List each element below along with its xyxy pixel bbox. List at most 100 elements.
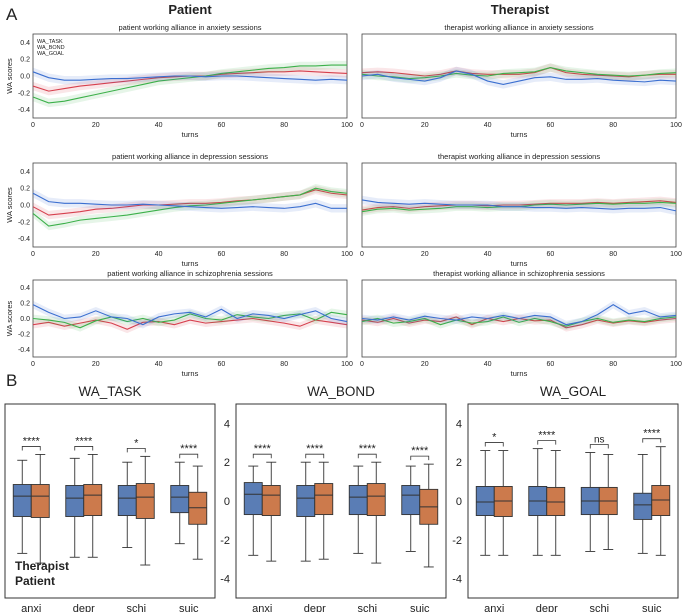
confidence-band-wa_bond — [33, 308, 347, 332]
x-axis-label: turns — [511, 130, 528, 139]
chart-title: WA_BOND — [307, 384, 375, 399]
x-tick-label: 20 — [421, 122, 429, 129]
plot-frame — [32, 279, 348, 358]
box-therapist-anxi — [12, 484, 32, 517]
y-tick-label: 0 — [224, 496, 230, 508]
x-tick-label: 60 — [547, 251, 555, 258]
series-line-wa_bond — [32, 187, 348, 227]
significance-bracket — [537, 440, 557, 445]
series-line-wa_bond — [32, 64, 347, 104]
y-tick-label: 0.2 — [20, 186, 30, 193]
box-chart-bg: WA_GOAL -4 -2 0 2 4 anxi * depr **** schi ns suic ***… — [452, 384, 679, 612]
chart-title: WA_GOAL — [540, 384, 607, 399]
confidence-band-wa_goal — [33, 189, 347, 213]
y-axis-label: WA scores — [5, 58, 14, 94]
line-chart-ps: patient working alliance in schizophreni… — [5, 269, 353, 378]
box-therapist-schi — [348, 485, 368, 516]
x-tick-label: 40 — [155, 251, 163, 258]
series-line-wa_bond — [361, 67, 677, 80]
x-tick-label: schi — [357, 603, 377, 612]
y-tick-label: -2 — [452, 535, 462, 547]
chart-title: therapist working alliance in schizophre… — [433, 269, 605, 278]
box-therapist-depr — [296, 485, 316, 517]
y-tick-label: 0.0 — [20, 74, 30, 81]
significance-label: **** — [75, 435, 93, 447]
significance-bracket — [21, 446, 41, 451]
y-tick-label: 0.2 — [20, 57, 30, 64]
x-tick-label: 80 — [280, 122, 288, 129]
significance-label: **** — [538, 430, 556, 442]
confidence-band-wa_goal — [362, 300, 676, 329]
line-chart-ta: therapist working alliance in anxiety se… — [360, 23, 682, 139]
y-axis-label: WA scores — [5, 300, 14, 336]
series-line-wa_task — [361, 67, 676, 78]
x-axis-label: turns — [182, 259, 199, 268]
significance-label: **** — [411, 445, 429, 457]
box-chart-bt: WA_TASK-4-2024anxi****depr****schi*suic*… — [4, 384, 216, 612]
chart-title: therapist working alliance in depression… — [438, 152, 600, 161]
x-axis-label: turns — [182, 369, 199, 378]
significance-label: * — [492, 432, 497, 444]
x-tick-label: anxi — [21, 603, 41, 612]
line-chart-pd: patient working alliance in depression s… — [5, 152, 353, 268]
y-tick-label: 0.0 — [20, 203, 30, 210]
box-therapist-anxi — [475, 486, 495, 517]
x-tick-label: 0 — [360, 122, 364, 129]
x-tick-label: schi — [589, 603, 609, 612]
significance-bracket — [179, 453, 199, 459]
plot-frame — [32, 162, 348, 248]
x-tick-label: 80 — [609, 251, 617, 258]
x-tick-label: 0 — [31, 361, 35, 368]
series-line-wa_bond — [32, 311, 348, 329]
x-tick-label: 60 — [218, 361, 226, 368]
confidence-band-wa_task — [33, 66, 347, 96]
chart-title: patient working alliance in anxiety sess… — [119, 23, 262, 32]
x-tick-label: 40 — [484, 361, 492, 368]
series-line-wa_goal — [361, 199, 677, 212]
line-chart-ts: therapist working alliance in schizophre… — [360, 269, 682, 378]
y-tick-label: 0.0 — [20, 316, 30, 323]
y-tick-label: -0.4 — [18, 107, 30, 114]
x-tick-label: depr — [304, 603, 326, 612]
y-tick-label: -0.4 — [18, 236, 30, 243]
x-axis-label: turns — [511, 259, 528, 268]
x-tick-label: 80 — [609, 361, 617, 368]
box-patient-depr — [314, 483, 334, 516]
x-tick-label: 80 — [609, 122, 617, 129]
significance-bracket — [357, 453, 377, 459]
y-tick-label: 4 — [456, 418, 462, 430]
confidence-band-wa_task — [33, 314, 347, 334]
y-tick-label: -4 — [220, 574, 230, 586]
y-tick-label: 0.2 — [20, 301, 30, 308]
series-line-wa_goal — [361, 303, 677, 326]
x-tick-label: 60 — [547, 122, 555, 129]
y-tick-label: -0.2 — [18, 331, 30, 338]
significance-bracket — [410, 455, 430, 461]
y-tick-label: -0.2 — [18, 90, 30, 97]
series-line-wa_goal — [32, 192, 347, 209]
box-patient-anxi — [261, 485, 281, 517]
x-tick-label: suic — [642, 603, 662, 612]
x-tick-label: depr — [73, 603, 95, 612]
legend-entry-wa_task: WA_TASK — [37, 39, 63, 45]
significance-label: **** — [23, 435, 41, 447]
y-tick-label: -0.4 — [18, 347, 30, 354]
significance-bracket — [484, 442, 504, 447]
series-line-wa_task — [32, 317, 348, 330]
line-chart-pa: patient working alliance in anxiety sess… — [5, 23, 353, 139]
x-tick-label: 80 — [280, 251, 288, 258]
panel-b-label: B — [6, 371, 17, 390]
confidence-band-wa_bond — [362, 313, 676, 331]
chart-title: therapist working alliance in anxiety se… — [444, 23, 593, 32]
significance-label: **** — [643, 428, 661, 440]
x-tick-label: 40 — [484, 122, 492, 129]
x-tick-label: 0 — [31, 122, 35, 129]
x-tick-label: 20 — [92, 361, 100, 368]
chart-title: patient working alliance in schizophreni… — [107, 269, 273, 278]
significance-bracket — [74, 446, 94, 451]
legend-therapist: Therapist — [15, 559, 69, 573]
series-line-wa_goal — [361, 70, 677, 85]
box-therapist-suic — [170, 485, 190, 514]
y-tick-label: 2 — [224, 457, 230, 469]
box-patient-depr — [83, 484, 103, 517]
